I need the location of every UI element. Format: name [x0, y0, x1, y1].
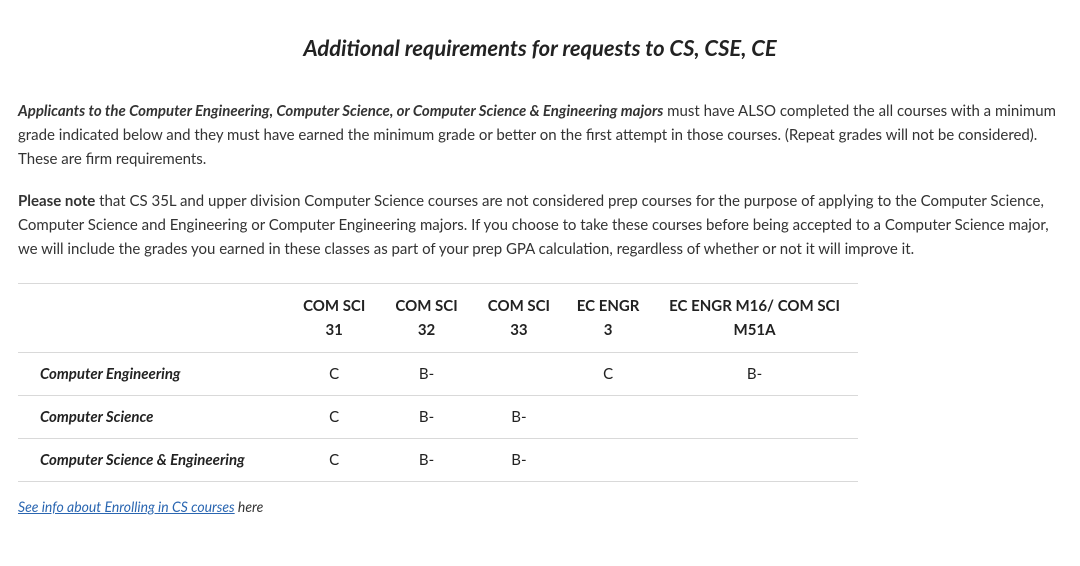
cell: B-: [380, 353, 472, 396]
table-row: Computer Engineering C B- C B-: [18, 353, 858, 396]
cell: [651, 439, 858, 482]
intro-paragraph-2: Please note that CS 35L and upper divisi…: [18, 189, 1062, 261]
cell: C: [565, 353, 651, 396]
row-label: Computer Science & Engineering: [18, 439, 288, 482]
cs-courses-link[interactable]: See info about Enrolling in CS courses: [18, 498, 235, 515]
row-label: Computer Science: [18, 396, 288, 439]
cell: [565, 396, 651, 439]
requirements-table: COM SCI 31 COM SCI 32 COM SCI 33 EC ENGR…: [18, 283, 858, 482]
footer-trailing: here: [235, 498, 264, 515]
cell: B-: [380, 439, 472, 482]
cell: [473, 353, 565, 396]
table-header-col-1: COM SCI 31: [288, 284, 380, 353]
cell: C: [288, 396, 380, 439]
table-header-row: COM SCI 31 COM SCI 32 COM SCI 33 EC ENGR…: [18, 284, 858, 353]
footer-link-line: See info about Enrolling in CS courses h…: [18, 496, 1062, 518]
table-header-col-5: EC ENGR M16/ COM SCI M51A: [651, 284, 858, 353]
intro-paragraph-1: Applicants to the Computer Engineering, …: [18, 99, 1062, 171]
table-header-col-2: COM SCI 32: [380, 284, 472, 353]
cell: C: [288, 353, 380, 396]
cell: B-: [651, 353, 858, 396]
intro-rest-2: that CS 35L and upper division Computer …: [18, 192, 1049, 258]
table-header-col-3: COM SCI 33: [473, 284, 565, 353]
page-title: Additional requirements for requests to …: [18, 30, 1062, 65]
intro-bold-2: Please note: [18, 192, 95, 210]
cell: B-: [380, 396, 472, 439]
page-container: Additional requirements for requests to …: [0, 0, 1080, 543]
table-row: Computer Science C B- B-: [18, 396, 858, 439]
cell: B-: [473, 439, 565, 482]
cell: [651, 396, 858, 439]
row-label: Computer Engineering: [18, 353, 288, 396]
intro-bold-1: Applicants to the Computer Engineering, …: [18, 102, 663, 120]
cell: C: [288, 439, 380, 482]
cell: [565, 439, 651, 482]
table-header-col-4: EC ENGR 3: [565, 284, 651, 353]
cell: B-: [473, 396, 565, 439]
table-header-empty: [18, 284, 288, 353]
table-row: Computer Science & Engineering C B- B-: [18, 439, 858, 482]
